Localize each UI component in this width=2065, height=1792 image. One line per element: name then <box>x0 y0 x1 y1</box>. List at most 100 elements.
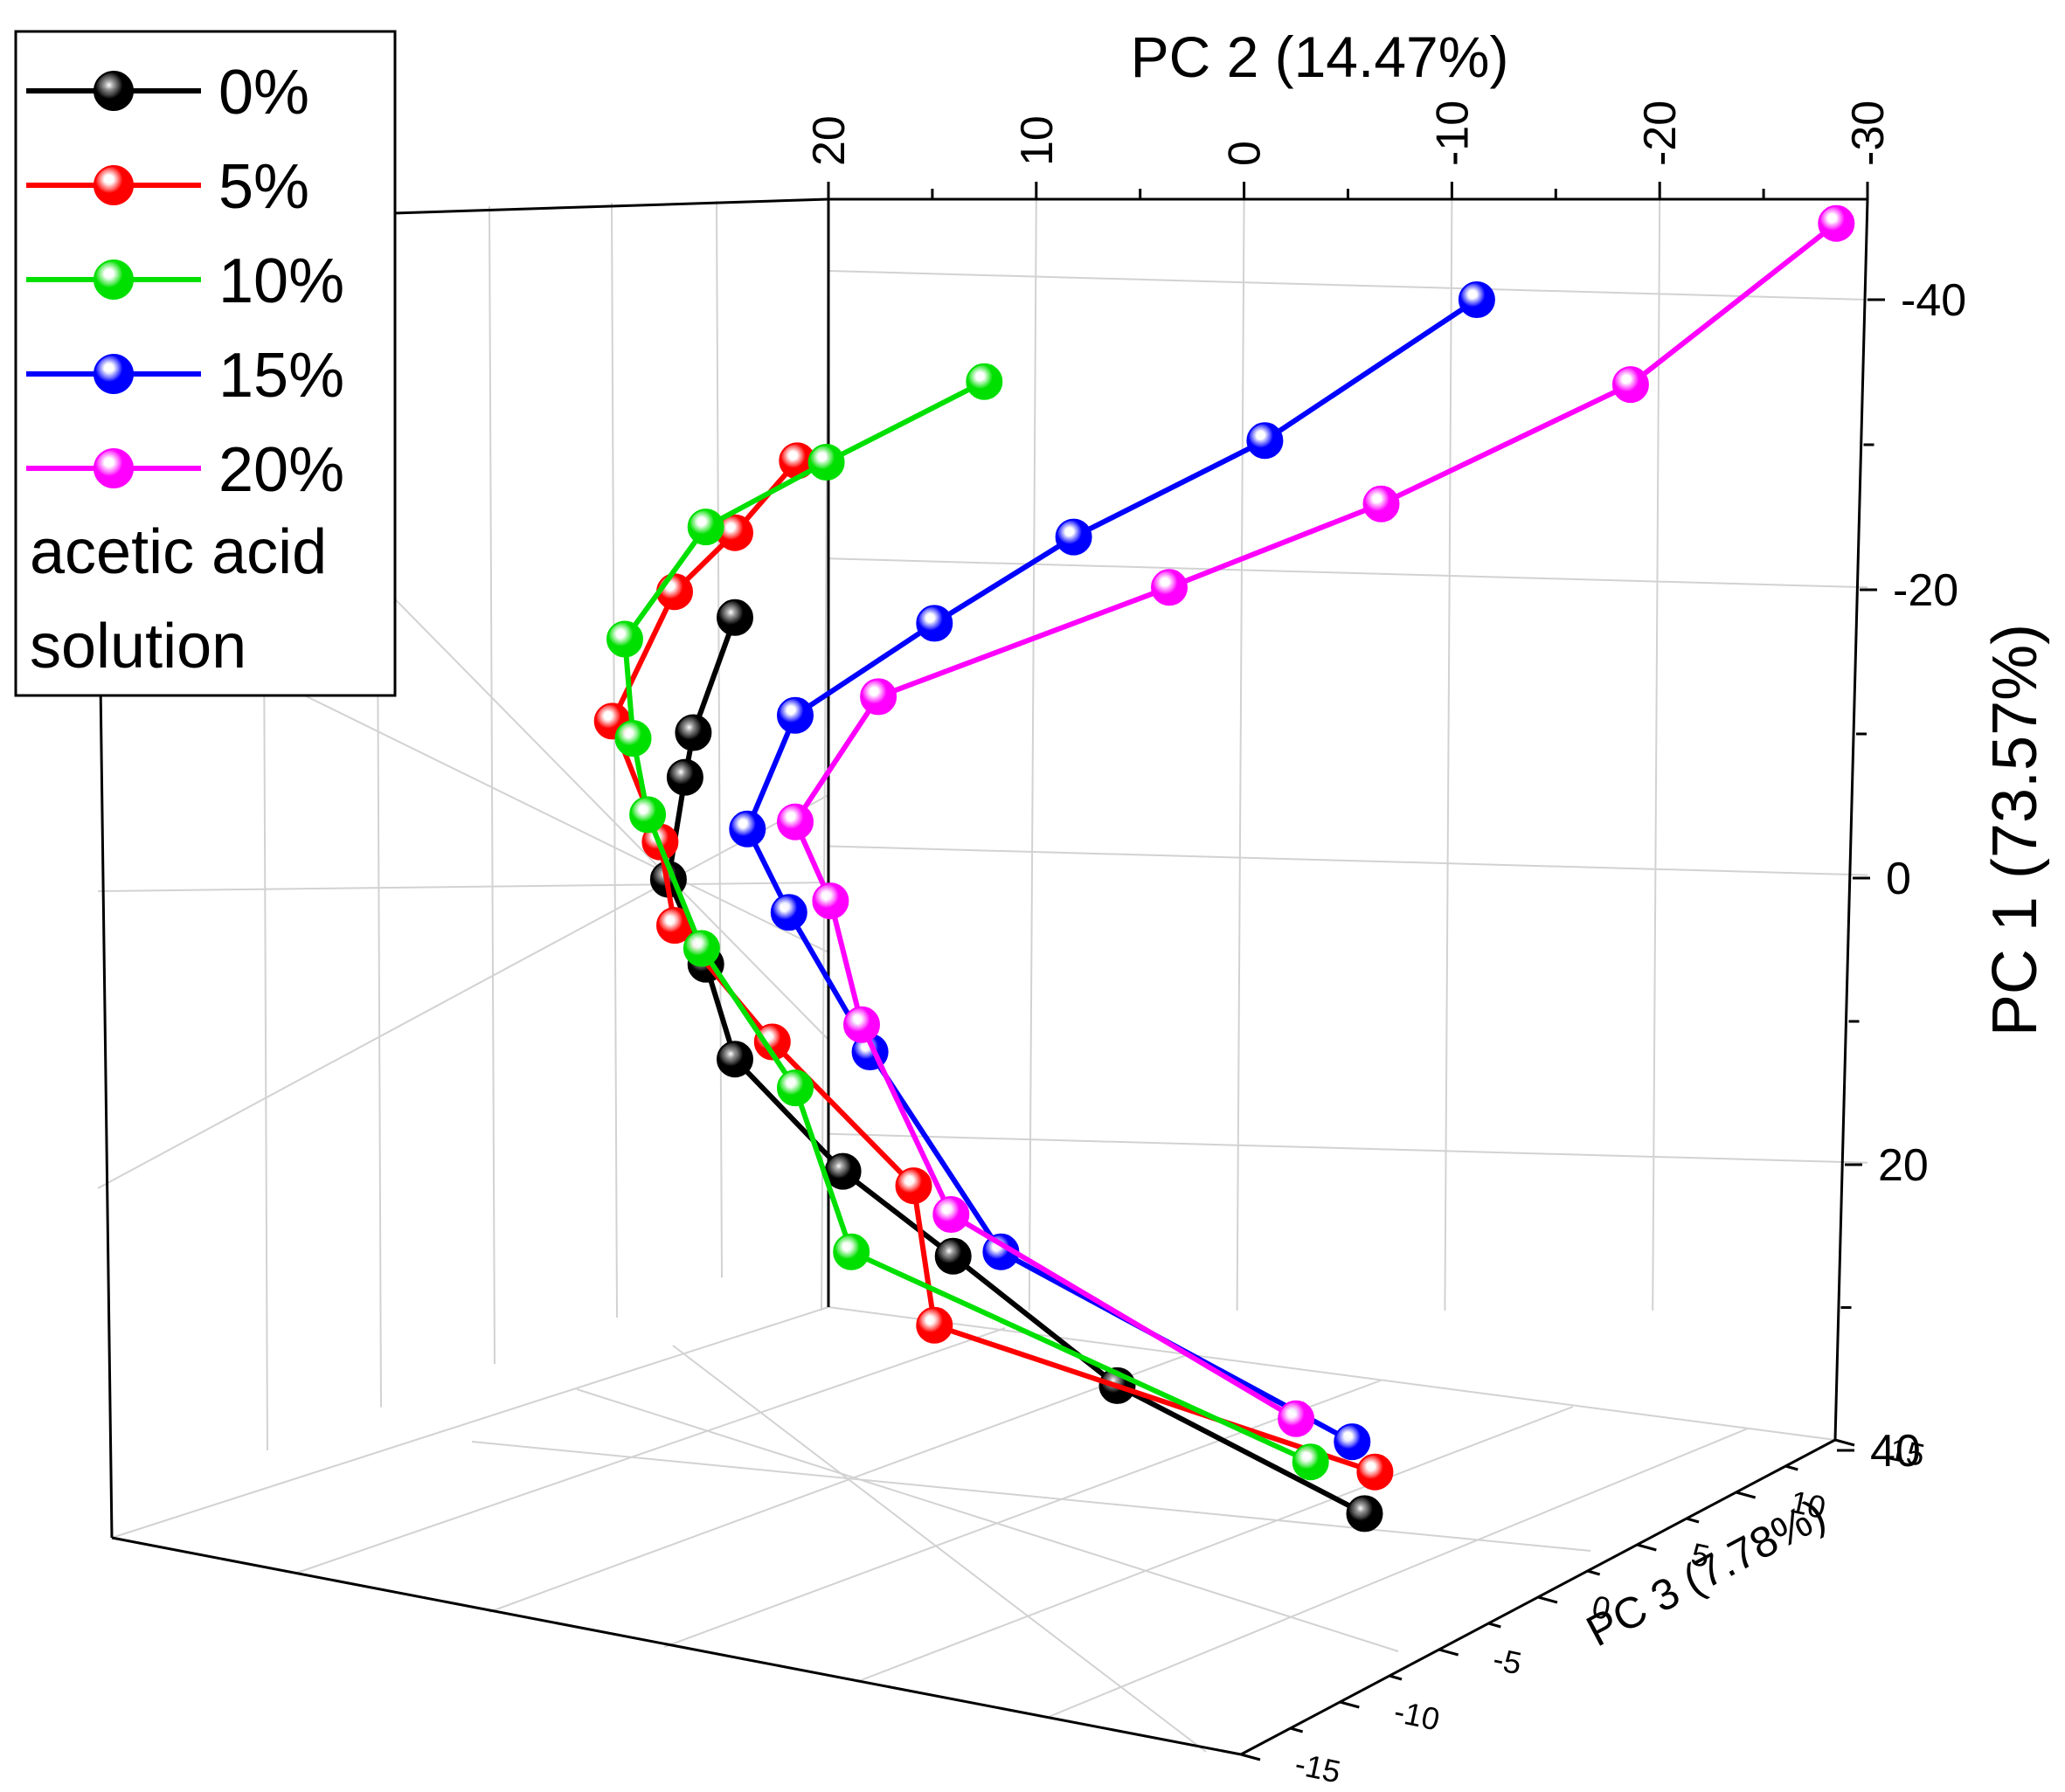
data-point <box>1278 1400 1315 1437</box>
pc1-tick-label: -20 <box>1893 565 1958 616</box>
legend-label: 10% <box>218 246 344 316</box>
data-point <box>629 796 667 834</box>
pc1-tick-label: 40 <box>1870 1426 1921 1477</box>
data-point <box>1334 1423 1371 1461</box>
data-point <box>753 1023 791 1061</box>
data-point <box>717 598 753 636</box>
data-point <box>777 696 814 734</box>
legend-label: 0% <box>218 58 309 128</box>
pc2-axis: 20 10 0 -10 -20 -30 <box>804 100 1894 199</box>
data-point <box>687 509 724 546</box>
legend-marker <box>94 165 134 205</box>
pc3-tick-label: -15 <box>1292 1746 1343 1790</box>
series-line <box>622 379 1312 1464</box>
data-point <box>683 930 720 967</box>
grid-floor-line <box>489 1353 1189 1613</box>
grid-back-horizontal <box>828 1132 1868 1164</box>
data-point <box>1055 518 1092 556</box>
legend-label: 20% <box>218 435 344 505</box>
data-point <box>812 882 849 920</box>
data-series <box>593 204 1855 1533</box>
front-bottom-edge <box>111 1536 1242 1756</box>
pc1-tick-label: 0 <box>1886 854 1911 904</box>
pc2-tick-label: -10 <box>1427 100 1478 166</box>
pc3-minor-tick <box>1686 1517 1700 1524</box>
pc3-tick <box>1636 1543 1657 1552</box>
legend-label: 15% <box>218 341 344 411</box>
pc3-tick-label: -10 <box>1391 1693 1443 1738</box>
grid-floor-line <box>663 1380 1382 1648</box>
legend-entry: 20% <box>26 435 344 505</box>
series-15pct <box>729 281 1495 1461</box>
grid-floor-line <box>111 1306 829 1539</box>
pc3-minor-tick <box>1389 1674 1403 1681</box>
data-point <box>1346 1495 1383 1533</box>
data-point <box>916 1306 953 1344</box>
pc2-tick-label: 20 <box>804 115 855 166</box>
legend-label: 5% <box>218 152 309 222</box>
legend: 0% 5% 10% 15% 20% acetic acid solution <box>14 30 397 697</box>
pc3-axis-title: PC 3 (7.78%) <box>1578 1490 1833 1656</box>
pc1-tick-label: 20 <box>1878 1140 1929 1191</box>
legend-entry: 5% <box>26 152 309 222</box>
series-line <box>793 221 1839 1422</box>
series-20pct <box>777 204 1855 1437</box>
pc3-tick-label: 15 <box>1886 1431 1928 1473</box>
grid-side-vertical <box>611 202 618 1318</box>
data-point <box>843 1006 880 1043</box>
pc3-tick <box>1240 1753 1261 1761</box>
grid-side-horizontal <box>97 882 829 892</box>
data-point <box>807 444 845 481</box>
series-0pct <box>649 598 1383 1533</box>
legend-marker <box>94 71 134 111</box>
pc1-tick-label: -40 <box>1901 275 1966 326</box>
pc3-tick <box>1339 1700 1360 1709</box>
grid-back-vertical <box>1652 198 1661 1311</box>
pc1-axis-title: PC 1 (73.57%) <box>1980 624 2050 1036</box>
grid-back-horizontal <box>828 270 1868 301</box>
data-point <box>1356 1453 1394 1491</box>
pc3-tick <box>1834 1438 1855 1447</box>
data-point <box>1292 1443 1329 1481</box>
data-point <box>1362 485 1400 522</box>
pc2-tick-label: 0 <box>1220 141 1271 166</box>
legend-marker <box>94 259 134 300</box>
pc1-axis: -40 -20 0 20 40 <box>1837 275 1966 1477</box>
pc2-tick-label: -20 <box>1635 100 1686 166</box>
pc3-tick <box>1438 1648 1459 1657</box>
grid-side-vertical <box>489 205 495 1365</box>
legend-title-line1: acetic acid <box>30 517 327 587</box>
pc3-minor-tick <box>1587 1569 1601 1576</box>
legend-entries: 0% 5% 10% 15% 20% <box>26 58 344 505</box>
legend-entry: 10% <box>26 246 344 316</box>
legend-marker <box>94 354 134 394</box>
data-point <box>895 1167 932 1205</box>
data-point <box>614 720 652 758</box>
grid-side-vertical <box>716 200 723 1278</box>
data-point <box>934 1237 972 1275</box>
data-point <box>777 1069 814 1107</box>
grid-floor-cross <box>576 1388 1399 1652</box>
pc3-minor-tick <box>1784 1464 1798 1471</box>
data-point <box>770 894 807 931</box>
pc3-tick <box>1537 1595 1558 1604</box>
grid-side-horizontal <box>97 794 829 1189</box>
data-point <box>1611 366 1649 404</box>
data-point <box>966 363 1003 400</box>
data-point <box>1818 204 1855 242</box>
data-point <box>916 605 953 642</box>
legend-entry: 0% <box>26 58 309 128</box>
pc2-tick-label: -30 <box>1843 100 1894 166</box>
legend-marker <box>94 448 134 488</box>
data-point <box>833 1233 870 1270</box>
grid-back-vertical <box>1444 198 1453 1311</box>
grid-back-vertical <box>1028 198 1037 1311</box>
grid-back-horizontal <box>828 557 1868 589</box>
data-point <box>729 810 766 848</box>
series-line <box>665 616 1366 1517</box>
data-point <box>1246 422 1284 460</box>
pc3-tick-label: -5 <box>1490 1641 1525 1682</box>
right-vertical-edge <box>1833 198 1869 1441</box>
legend-entry: 15% <box>26 341 344 411</box>
